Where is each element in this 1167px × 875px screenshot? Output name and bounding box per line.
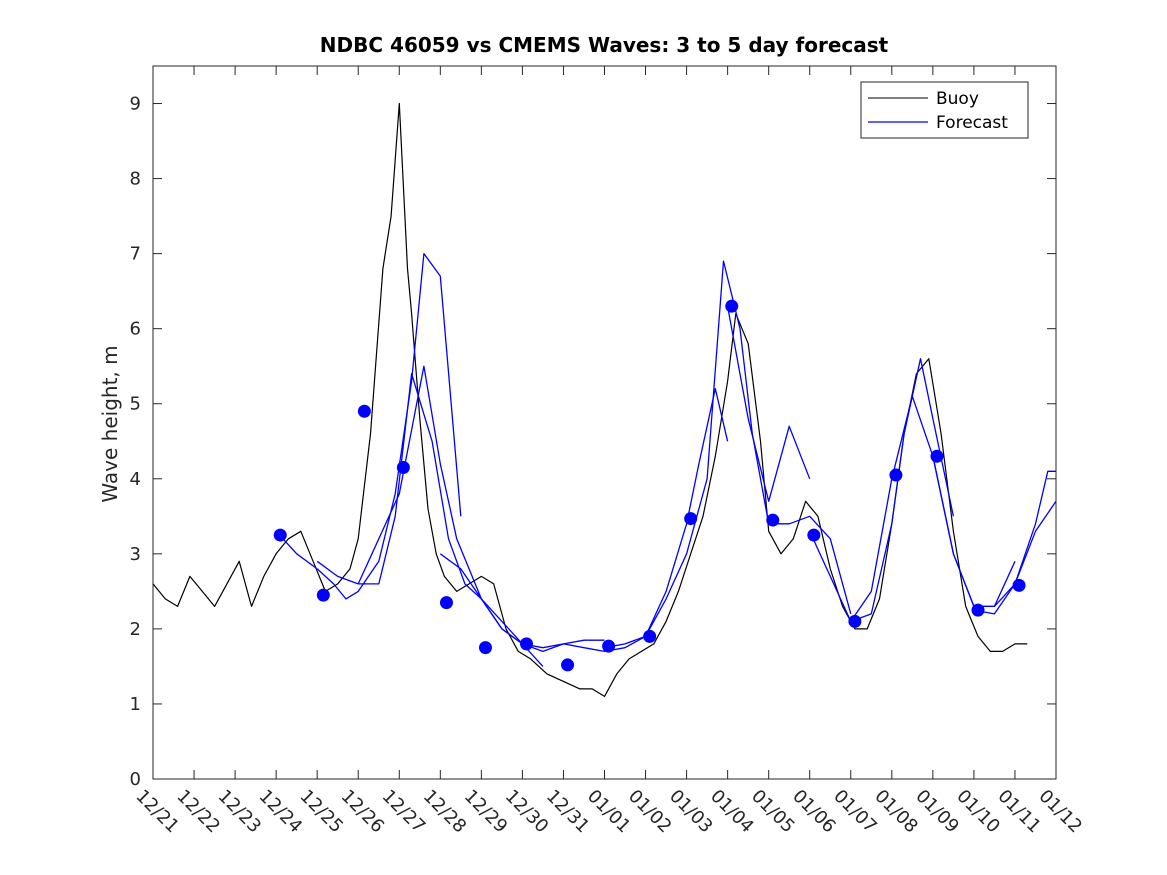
x-tick-label: 12/31 xyxy=(542,786,594,838)
x-tick-label: 01/08 xyxy=(870,786,922,838)
forecast-marker xyxy=(561,658,575,672)
x-tick-labels: 12/2112/2212/2312/2412/2512/2612/2712/28… xyxy=(131,786,1086,838)
x-tick-label: 01/01 xyxy=(583,786,635,838)
forecast-marker xyxy=(807,528,821,542)
forecast-marker xyxy=(1012,578,1026,592)
forecast-series-line xyxy=(480,598,605,653)
forecast-marker xyxy=(643,629,657,643)
forecast-marker xyxy=(848,614,862,628)
x-tick-label: 12/30 xyxy=(501,786,553,838)
x-tick-label: 01/06 xyxy=(788,786,840,838)
legend: Buoy Forecast xyxy=(860,81,1029,139)
y-tick-label: 7 xyxy=(130,244,141,265)
y-axis-label: Wave height, m xyxy=(98,345,122,502)
y-tick-label: 3 xyxy=(130,544,141,565)
buoy-series-line xyxy=(152,102,1028,698)
x-tick-label: 12/22 xyxy=(173,786,225,838)
x-tick-label: 01/10 xyxy=(952,786,1004,838)
y-tick-label: 5 xyxy=(130,394,141,415)
x-tick-label: 01/09 xyxy=(911,786,963,838)
x-tick-label: 01/04 xyxy=(706,786,758,838)
x-tick-label: 01/11 xyxy=(993,786,1045,838)
forecast-marker xyxy=(766,513,780,527)
x-tick-label: 12/21 xyxy=(131,786,183,838)
forecast-marker xyxy=(602,639,616,653)
y-tick-label: 9 xyxy=(130,94,141,115)
forecast-series-line xyxy=(644,260,852,637)
x-tick-label: 12/28 xyxy=(419,786,471,838)
forecast-marker xyxy=(971,603,985,617)
forecast-marker xyxy=(725,299,739,313)
plot-area xyxy=(152,102,1057,698)
y-tick-label: 8 xyxy=(130,169,141,190)
forecast-marker xyxy=(520,637,534,651)
forecast-series-line xyxy=(932,456,1057,608)
forecast-series-line xyxy=(522,635,646,653)
forecast-marker xyxy=(684,512,698,526)
x-tick-label: 01/03 xyxy=(665,786,717,838)
legend-buoy-label: Buoy xyxy=(936,89,979,109)
forecast-marker xyxy=(478,641,492,655)
x-tick-label: 01/12 xyxy=(1034,786,1086,838)
forecast-series-line xyxy=(316,373,482,600)
x-tick-label: 12/26 xyxy=(337,786,389,838)
forecast-series-line xyxy=(850,395,1016,622)
forecast-series-line xyxy=(275,252,462,600)
forecast-marker xyxy=(273,528,287,542)
y-tick-label: 0 xyxy=(130,769,141,790)
y-tick-label: 2 xyxy=(130,619,141,640)
x-tick-label: 01/02 xyxy=(624,786,676,838)
forecast-marker xyxy=(357,404,371,418)
x-tick-label: 01/07 xyxy=(829,786,881,838)
y-tick-label: 1 xyxy=(130,694,141,715)
legend-forecast-label: Forecast xyxy=(936,113,1008,133)
forecast-series-line xyxy=(809,358,955,623)
chart-title: NDBC 46059 vs CMEMS Waves: 3 to 5 day fo… xyxy=(320,33,889,57)
forecast-marker xyxy=(439,596,453,610)
forecast-marker xyxy=(889,468,903,482)
forecast-series-line xyxy=(604,388,729,649)
axis-ticks xyxy=(152,66,1057,780)
forecast-series-line xyxy=(726,306,811,502)
forecast-marker xyxy=(396,461,410,475)
forecast-series-line xyxy=(357,365,523,645)
x-tick-label: 12/25 xyxy=(296,786,348,838)
x-tick-label: 01/05 xyxy=(747,786,799,838)
y-tick-label: 4 xyxy=(130,469,141,490)
legend-box xyxy=(860,81,1029,139)
x-tick-label: 12/24 xyxy=(255,786,307,838)
y-tick-label: 6 xyxy=(130,319,141,340)
x-tick-label: 12/27 xyxy=(378,786,430,838)
x-tick-label: 12/29 xyxy=(460,786,512,838)
y-tick-labels: 0 1 2 3 4 5 6 7 8 9 xyxy=(130,94,141,790)
forecast-marker xyxy=(930,449,944,463)
x-tick-label: 12/23 xyxy=(214,786,266,838)
forecast-marker xyxy=(316,588,330,602)
axes-box xyxy=(152,65,1057,780)
forecast-series-line xyxy=(973,470,1056,615)
